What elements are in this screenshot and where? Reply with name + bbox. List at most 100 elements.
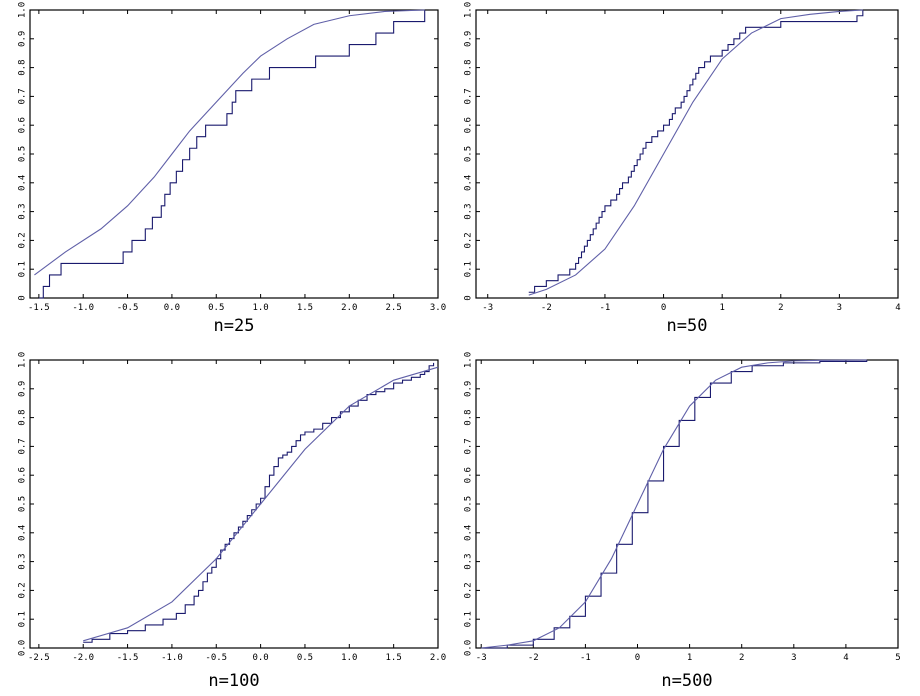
y-tick-label: 1.0 <box>18 2 28 18</box>
x-tick-label: 1.5 <box>297 303 313 313</box>
x-tick-label: -1.0 <box>72 303 94 313</box>
x-tick-label: -2 <box>541 303 552 313</box>
x-tick-label: 5 <box>895 653 900 663</box>
y-tick-label: 0 <box>464 295 474 300</box>
x-tick-label: 2 <box>778 303 783 313</box>
y-tick-label: 0.3 <box>464 553 474 569</box>
x-tick-label: 0.5 <box>208 303 224 313</box>
normal-cdf-line <box>34 9 425 276</box>
plot-frame <box>475 359 899 649</box>
y-tick-label: 0.6 <box>18 117 28 133</box>
x-tick-label: -0.5 <box>205 653 227 663</box>
x-tick-label: -3 <box>482 303 493 313</box>
empirical-cdf-line <box>528 10 864 293</box>
y-tick-label: 0.6 <box>464 467 474 483</box>
x-tick-label: 1 <box>687 653 692 663</box>
y-tick-label: 0.5 <box>464 146 474 162</box>
x-tick-label: 3.0 <box>430 303 446 313</box>
y-tick-label: 0.9 <box>464 381 474 397</box>
y-tick-label: 0.8 <box>464 59 474 75</box>
panel-label: n=25 <box>214 316 255 336</box>
x-tick-label: 4 <box>895 303 900 313</box>
y-tick-label: 0.7 <box>464 88 474 104</box>
x-tick-label: -1 <box>600 303 611 313</box>
panel-label: n=100 <box>208 671 259 691</box>
x-tick-label: 3 <box>791 653 796 663</box>
x-tick-label: 1 <box>719 303 724 313</box>
x-tick-label: -3 <box>476 653 487 663</box>
y-tick-label: 0.4 <box>464 525 474 541</box>
y-tick-label: 0.2 <box>18 582 28 598</box>
x-tick-label: 0 <box>635 653 640 663</box>
x-tick-label: 4 <box>843 653 848 663</box>
y-tick-label: 0 <box>18 295 28 300</box>
normal-cdf-line <box>83 366 439 642</box>
chart-panel-1: -1.5 -1.0 -0.5 0.0 0.5 1.0 1.5 2.0 2.5 3.0 0 0.1 0.2… <box>18 2 447 336</box>
y-tick-label: 0.7 <box>18 438 28 454</box>
panel-label: n=50 <box>667 316 708 336</box>
y-tick-label: 0.7 <box>464 438 474 454</box>
x-tick-label: -2.0 <box>72 653 94 663</box>
plot-frame <box>475 9 899 299</box>
y-tick-label: 0.2 <box>464 232 474 248</box>
x-tick-label: -1.5 <box>117 653 139 663</box>
x-tick-label: 0.0 <box>164 303 180 313</box>
y-tick-label: 0.2 <box>464 582 474 598</box>
y-tick-label: 0.5 <box>18 146 28 162</box>
y-tick-label: 0.9 <box>464 31 474 47</box>
x-tick-label: 3 <box>837 303 842 313</box>
x-tick-label: 0.0 <box>252 653 268 663</box>
x-tick-label: 0.5 <box>297 653 313 663</box>
x-tick-label: 2.5 <box>386 303 402 313</box>
normal-cdf-line <box>481 359 867 649</box>
y-tick-label: 0.0 <box>18 640 28 656</box>
y-tick-label: 0.0 <box>464 640 474 656</box>
y-tick-label: 0.1 <box>18 611 28 627</box>
y-tick-label: 0.1 <box>464 261 474 277</box>
y-tick-label: 0.8 <box>464 409 474 425</box>
x-tick-label: 1.0 <box>341 653 357 663</box>
y-tick-label: 1.0 <box>18 352 28 368</box>
x-tick-label: 2.0 <box>430 653 446 663</box>
y-tick-label: 0.4 <box>464 175 474 191</box>
y-tick-label: 0.1 <box>464 611 474 627</box>
x-tick-label: -0.5 <box>117 303 139 313</box>
y-tick-label: 0.6 <box>464 117 474 133</box>
x-tick-label: 1.5 <box>386 653 402 663</box>
y-tick-label: 0.9 <box>18 31 28 47</box>
empirical-cdf-line <box>481 360 868 649</box>
y-tick-label: 1.0 <box>464 2 474 18</box>
y-tick-label: 0.5 <box>464 496 474 512</box>
y-tick-label: 0.1 <box>18 261 28 277</box>
chart-panel-2: -3 -2 -1 0 1 2 3 4 0 0.1 0.2 0.3 0.4 0.5 0.6 0.7 0.8 0.9 1… <box>464 2 901 336</box>
y-tick-label: 0.8 <box>18 59 28 75</box>
y-tick-label: 0.5 <box>18 496 28 512</box>
plot-frame <box>29 359 439 649</box>
panel-label: n=500 <box>661 671 712 691</box>
y-tick-label: 0.3 <box>18 203 28 219</box>
y-tick-label: 0.7 <box>18 88 28 104</box>
x-tick-label: 2 <box>739 653 744 663</box>
x-tick-label: -1.5 <box>28 303 50 313</box>
empirical-cdf-line <box>38 10 426 299</box>
y-tick-label: 0.9 <box>18 381 28 397</box>
empirical-cdf-line <box>83 362 435 643</box>
y-tick-label: 1.0 <box>464 352 474 368</box>
normal-cdf-line <box>528 9 863 296</box>
x-tick-label: 1.0 <box>252 303 268 313</box>
y-tick-label: 0.4 <box>18 525 28 541</box>
chart-panel-4: -3 -2 -1 0 1 2 3 4 5 0.0 0.1 0.2 0.3 0.4 0.5 0.6 0.7 0.8 0… <box>464 352 901 691</box>
x-tick-label: -2 <box>528 653 539 663</box>
y-tick-label: 0.3 <box>464 203 474 219</box>
y-tick-label: 0.8 <box>18 409 28 425</box>
x-tick-label: -1.0 <box>161 653 183 663</box>
y-tick-label: 0.2 <box>18 232 28 248</box>
plot-frame <box>29 9 439 299</box>
y-tick-label: 0.6 <box>18 467 28 483</box>
x-tick-label: 2.0 <box>341 303 357 313</box>
x-tick-label: -2.5 <box>28 653 50 663</box>
x-tick-label: -1 <box>580 653 591 663</box>
x-tick-label: 0 <box>661 303 666 313</box>
y-tick-label: 0.3 <box>18 553 28 569</box>
